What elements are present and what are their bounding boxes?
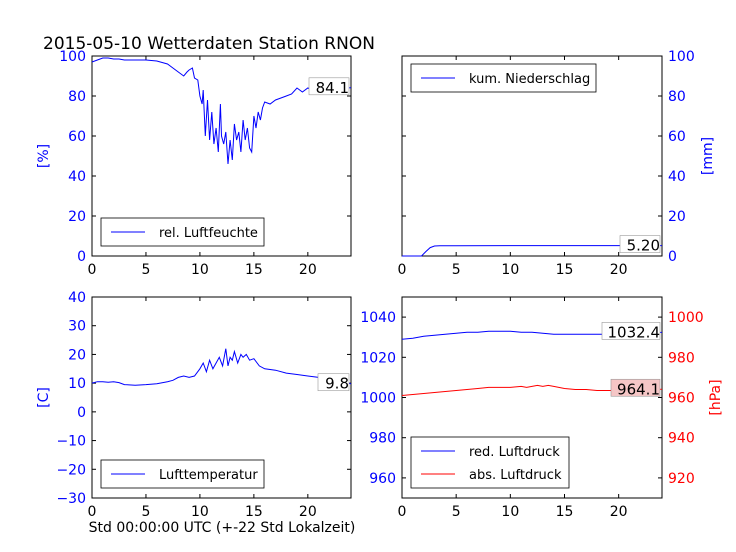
y-tick-label: 0 — [668, 249, 677, 265]
y-tick-label: 20 — [68, 347, 86, 363]
x-tick-label: 0 — [398, 262, 407, 278]
y-tick-label: 40 — [68, 169, 86, 185]
y-right-tick-label: 980 — [668, 350, 695, 366]
y-tick-label: −30 — [56, 491, 86, 507]
y-tick-label: 30 — [68, 319, 86, 335]
precipitation-legend: kum. Niederschlag — [410, 63, 597, 93]
humidity-legend: rel. Luftfeuchte — [100, 217, 265, 247]
y-tick-label: 100 — [59, 49, 86, 65]
humidity-y-axis-label: [%] — [36, 144, 52, 168]
y-tick-label: 40 — [668, 169, 686, 185]
pressure-y-axis-label: [hPa] — [708, 379, 724, 415]
pressure-panel: 0 5 10 15 20 960 980 1000 1020 1040 920 940 960 980 10… — [360, 296, 724, 520]
x-axis-label: Std 00:00:00 UTC (+-22 Std Lokalzeit) — [89, 520, 356, 536]
y-tick-label: 980 — [369, 431, 396, 447]
x-tick-label: 10 — [191, 504, 209, 520]
y-tick-label: 20 — [668, 209, 686, 225]
y-tick-label: 80 — [68, 89, 86, 105]
humidity-plot-frame — [91, 55, 352, 257]
current-value-label: 5.20 — [619, 235, 661, 255]
series-line-lufttemperatur — [91, 348, 352, 386]
y-tick-label: 1000 — [360, 391, 396, 407]
x-tick-label: 0 — [398, 504, 407, 520]
y-right-tick-label: 920 — [668, 471, 695, 487]
current-value-label: 964.1 — [610, 378, 661, 398]
y-tick-label: 0 — [77, 249, 86, 265]
legend-entry: Lufttemperatur — [159, 468, 258, 483]
x-tick-label: 20 — [610, 504, 628, 520]
figure-title: 2015-05-10 Wetterdaten Station RNON — [43, 34, 375, 54]
y-tick-label: 0 — [77, 405, 86, 421]
current-value-label: 1032.4 — [601, 322, 661, 341]
x-tick-label: 10 — [501, 262, 519, 278]
legend-entry: abs. Luftdruck — [469, 468, 562, 483]
svg-text:5.20: 5.20 — [627, 237, 660, 255]
temperature-legend: Lufttemperatur — [100, 459, 265, 489]
y-right-tick-label: 1000 — [668, 310, 704, 326]
y-right-tick-label: 960 — [668, 391, 695, 407]
x-tick-label: 10 — [191, 262, 209, 278]
precipitation-panel: 0 5 10 15 20 0 20 40 60 80 100 [mm] 5.20 kum. Nieders… — [398, 49, 716, 278]
x-tick-label: 5 — [452, 262, 461, 278]
temperature-y-axis-label: [C] — [36, 387, 52, 408]
svg-text:84.1: 84.1 — [316, 79, 349, 97]
y-tick-label: 100 — [668, 49, 695, 65]
y-tick-label: 960 — [369, 471, 396, 487]
x-tick-label: 20 — [299, 262, 317, 278]
precipitation-y-axis-label: [mm] — [700, 137, 716, 175]
y-right-tick-label: 940 — [668, 431, 695, 447]
temperature-plot-frame — [91, 296, 352, 499]
precipitation-plot-frame — [401, 55, 663, 257]
x-tick-label: 15 — [245, 262, 263, 278]
x-tick-label: 15 — [556, 262, 574, 278]
x-tick-label: 15 — [245, 504, 263, 520]
y-tick-label: 80 — [668, 89, 686, 105]
current-value-label: 9.8 — [317, 373, 350, 393]
y-tick-label: 1040 — [360, 310, 396, 326]
series-line-rel-luftfeuchte — [91, 57, 352, 165]
x-tick-label: 20 — [299, 504, 317, 520]
x-tick-label: 5 — [141, 504, 150, 520]
y-tick-label: −10 — [56, 434, 86, 450]
svg-text:964.1: 964.1 — [617, 380, 660, 398]
pressure-legend: red. Luftdruck abs. Luftdruck — [410, 436, 570, 489]
y-tick-label: −20 — [56, 462, 86, 478]
temperature-panel: 0 5 10 15 20 −30 −20 −10 0 10 20 30 40 [C] 9.8 Lufttemp… — [36, 290, 352, 520]
y-tick-label: 1020 — [360, 350, 396, 366]
y-tick-label: 60 — [668, 129, 686, 145]
x-tick-label: 5 — [141, 262, 150, 278]
series-line-kum-niederschlag — [402, 245, 662, 257]
legend-entry: rel. Luftfeuchte — [159, 226, 258, 241]
x-tick-label: 15 — [556, 504, 574, 520]
y-tick-label: 40 — [68, 290, 86, 306]
y-tick-label: 60 — [68, 129, 86, 145]
x-tick-label: 10 — [501, 504, 519, 520]
y-tick-label: 10 — [68, 376, 86, 392]
x-tick-label: 5 — [452, 504, 461, 520]
x-tick-label: 20 — [610, 262, 628, 278]
svg-text:1032.4: 1032.4 — [608, 323, 661, 341]
current-value-label: 84.1 — [308, 77, 350, 97]
x-tick-label: 0 — [88, 504, 97, 520]
legend-entry: kum. Niederschlag — [469, 72, 590, 87]
x-tick-label: 0 — [88, 262, 97, 278]
legend-entry: red. Luftdruck — [469, 445, 560, 460]
svg-text:9.8: 9.8 — [325, 375, 349, 393]
humidity-panel: 0 5 10 15 20 0 20 40 60 80 100 [%] 84.1 rel. Luftfeuc… — [36, 49, 352, 278]
y-tick-label: 20 — [68, 209, 86, 225]
